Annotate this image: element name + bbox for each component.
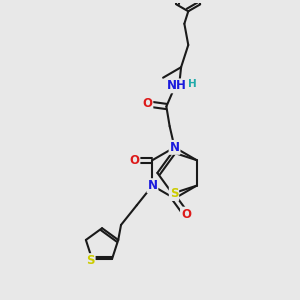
Text: S: S: [170, 187, 178, 200]
Text: O: O: [142, 98, 152, 110]
Text: O: O: [129, 154, 140, 166]
Text: N: N: [147, 179, 158, 192]
Text: N: N: [169, 141, 179, 154]
Text: H: H: [188, 79, 197, 88]
Text: O: O: [181, 208, 191, 220]
Text: NH: NH: [167, 80, 187, 92]
Text: S: S: [86, 254, 95, 267]
